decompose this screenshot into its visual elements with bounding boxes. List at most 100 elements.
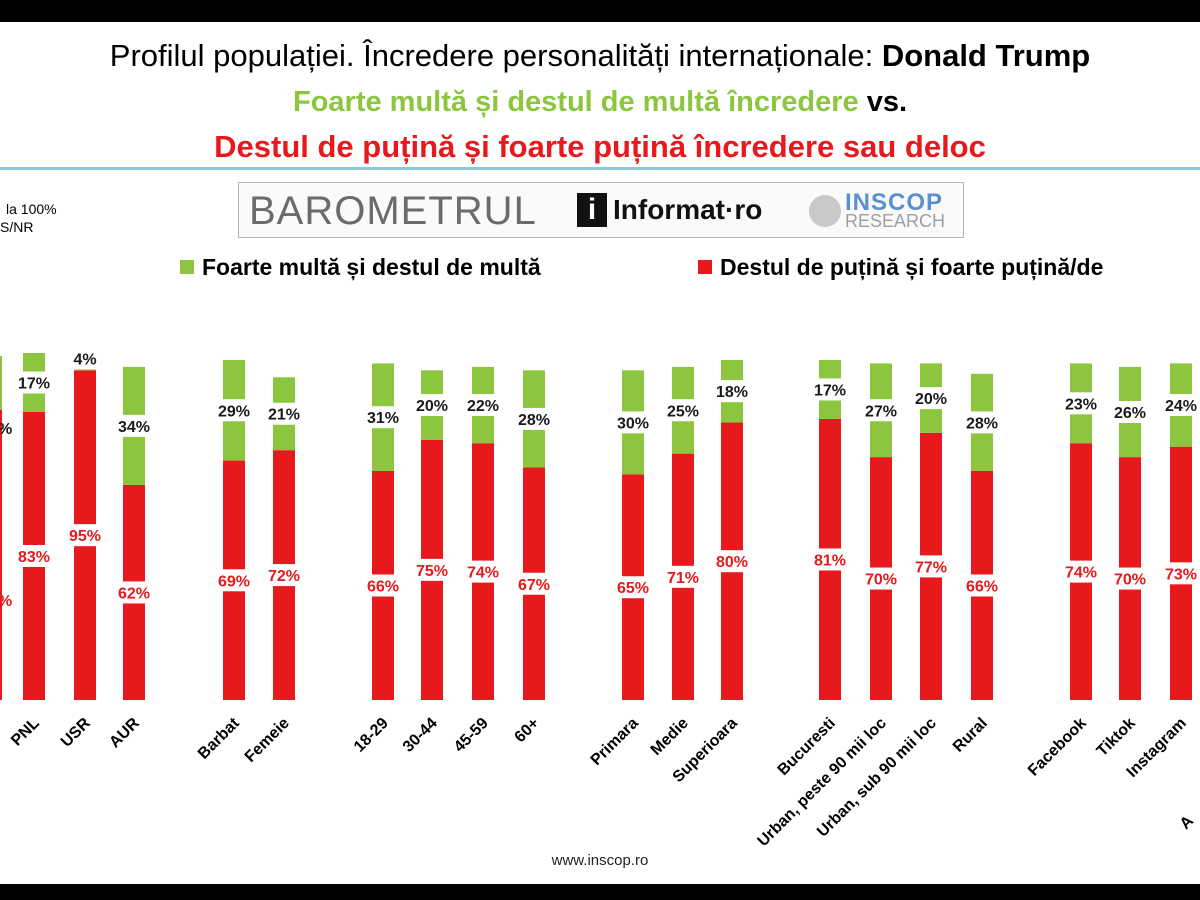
green-data-label-5-bg: [365, 406, 401, 429]
red-data-label-11: 80%: [716, 554, 748, 571]
green-data-label-13: 27%: [865, 403, 897, 420]
red-data-label-0: 83%: [18, 549, 50, 566]
bar-green-partial-left: [0, 356, 2, 410]
red-data-label-10: 71%: [667, 570, 699, 587]
green-data-label-12: 17%: [814, 382, 846, 399]
category-label-4: Femeie: [242, 715, 293, 766]
category-label-2: AUR: [106, 714, 143, 751]
red-data-label-10-bg: [665, 565, 701, 588]
informat-logo-text: Informat·ro: [613, 194, 763, 225]
red-data-label-partial-left: %: [0, 593, 12, 610]
subtitle-vs: vs.: [858, 86, 908, 118]
category-label-15: Rural: [950, 715, 991, 756]
green-data-label-3: 29%: [218, 403, 250, 420]
green-data-label-5: 31%: [367, 410, 399, 427]
inscop-logo-text: INSCOP: [845, 189, 944, 216]
legend-swatch-green: [180, 259, 194, 274]
category-label-17: Tiktok: [1094, 715, 1139, 760]
green-data-label-2-bg: [116, 414, 152, 437]
green-data-label-1: 4%: [73, 351, 96, 368]
red-data-label-16: 74%: [1065, 565, 1097, 582]
red-data-label-3-bg: [216, 569, 252, 592]
category-label-6: 30-44: [400, 715, 441, 756]
green-data-label-14-bg: [913, 387, 949, 410]
inscop-research-text: RESEARCH: [845, 211, 946, 231]
green-data-label-10-bg: [665, 399, 701, 422]
green-data-label-12-bg: [812, 378, 848, 401]
red-data-label-11-bg: [714, 550, 750, 573]
red-data-label-9-bg: [615, 576, 651, 599]
bottom-black-band: [0, 884, 1200, 900]
green-data-label-6-bg: [414, 394, 450, 417]
stacked-bar-chart: 17% 83% PNL 4% 95% USR 34% 62% AUR 29% 69% Barbat 21…: [0, 347, 1199, 850]
green-data-label-1-bg: [72, 347, 98, 370]
note-text: la 100% S/NR: [0, 200, 57, 236]
red-data-label-0-bg: [16, 544, 52, 567]
logo-informat: i Informat·ro: [577, 193, 762, 231]
header-divider: [0, 167, 1200, 170]
logo-barometrul: BAROMETRUL: [249, 189, 537, 233]
title-bold: Donald Trump: [881, 38, 1091, 73]
red-data-label-15-bg: [964, 574, 1000, 597]
category-label-0: PNL: [8, 715, 43, 750]
green-data-label-18: 24%: [1165, 398, 1197, 415]
category-label-9: Primara: [588, 715, 642, 769]
green-data-label-0: 17%: [18, 375, 50, 392]
red-data-label-12: 81%: [814, 552, 846, 569]
legend-label-red: Destul de puțină și foarte puțină/de: [720, 254, 1104, 280]
legend-item-green: Foarte multă și destul de multă: [180, 254, 541, 281]
note-line-2: S/NR: [0, 219, 34, 235]
green-data-label-17: 26%: [1114, 405, 1146, 422]
green-data-label-0-bg: [16, 371, 52, 394]
green-data-label-6: 20%: [416, 398, 448, 415]
red-data-label-16-bg: [1063, 560, 1099, 583]
green-data-label-14: 20%: [915, 391, 947, 408]
green-data-label-15-bg: [964, 411, 1000, 434]
chart-legend: Foarte multă și destul de multă Destul d…: [0, 254, 1200, 284]
green-data-label-9-bg: [615, 411, 651, 434]
red-data-label-8: 67%: [518, 577, 550, 594]
red-data-label-14-bg: [913, 555, 949, 578]
green-data-label-17-bg: [1112, 400, 1148, 423]
footer-url: www.inscop.ro: [551, 852, 649, 869]
red-data-label-2: 62%: [118, 585, 150, 602]
green-data-label-4-bg: [266, 402, 302, 425]
top-black-band: [0, 0, 1200, 22]
red-data-label-1: 95%: [69, 528, 101, 545]
green-data-label-18-bg: [1163, 394, 1199, 417]
bar-red-partial-left: [0, 410, 2, 700]
subtitle-green-text: Foarte multă și destul de multă încreder…: [292, 86, 859, 118]
green-data-label-3-bg: [216, 399, 252, 422]
red-data-label-6: 75%: [416, 563, 448, 580]
category-label-5: 18-29: [351, 715, 392, 756]
green-data-label-13-bg: [863, 399, 899, 422]
red-data-label-18-bg: [1163, 562, 1199, 585]
red-data-label-4: 72%: [268, 568, 300, 585]
green-data-label-16-bg: [1063, 392, 1099, 415]
category-label-10: Medie: [648, 715, 692, 759]
red-data-label-13: 70%: [865, 572, 897, 589]
category-label-16: Facebook: [1025, 715, 1090, 780]
green-data-label-9: 30%: [617, 415, 649, 432]
red-data-label-5: 66%: [367, 578, 399, 595]
chart-subtitle-red: Destul de puțină și foarte puțină încred…: [214, 129, 986, 164]
green-data-label-4: 21%: [268, 407, 300, 424]
red-data-label-2-bg: [116, 581, 152, 604]
green-data-label-7: 22%: [467, 398, 499, 415]
red-data-label-17-bg: [1112, 567, 1148, 590]
category-label-7: 45-59: [451, 715, 492, 756]
chart-subtitle-green: Foarte multă și destul de multă încreder…: [0, 86, 1200, 119]
red-data-label-12-bg: [812, 548, 848, 571]
legend-swatch-red: [698, 259, 712, 274]
category-label-3: Barbat: [195, 714, 243, 762]
red-data-label-18: 73%: [1165, 566, 1197, 583]
red-data-label-5-bg: [365, 574, 401, 597]
green-data-label-2: 34%: [118, 419, 150, 436]
green-data-label-partial-left: %: [0, 421, 12, 438]
green-data-label-7-bg: [465, 394, 501, 417]
red-data-label-4-bg: [266, 564, 302, 587]
title-prefix: Profilul populației. Încredere personali…: [109, 38, 882, 73]
red-data-label-6-bg: [414, 558, 450, 581]
logo-banner: BAROMETRUL i Informat·ro INSCOP RESEARCH: [238, 182, 964, 238]
red-data-label-3: 69%: [218, 573, 250, 590]
